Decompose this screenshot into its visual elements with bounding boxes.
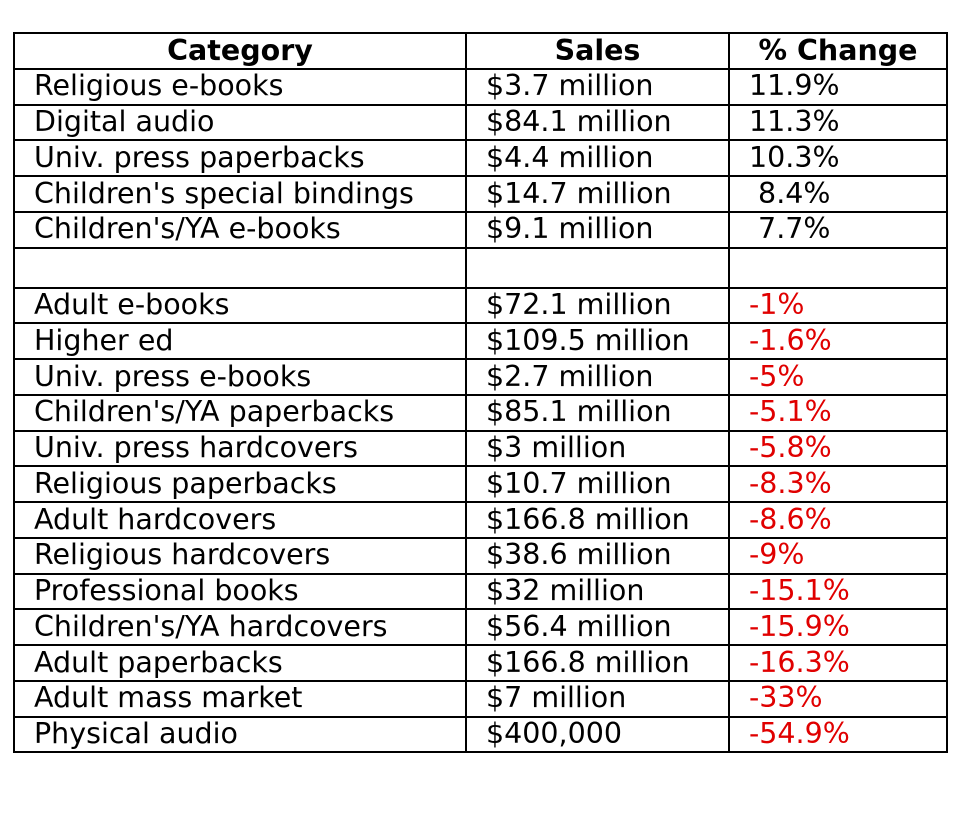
sales-cell: $2.7 million [465, 358, 730, 396]
change-cell: -16.3% [728, 644, 948, 682]
change-cell: 7.7% [728, 210, 948, 249]
category-cell: Adult mass market [13, 679, 467, 718]
change-cell: -9% [728, 536, 948, 575]
table-row: Digital audio $84.1 million 11.3% [13, 103, 948, 142]
sales-cell: $14.7 million [465, 175, 730, 213]
category-cell: Children's/YA e-books [13, 210, 467, 249]
category-cell: Higher ed [13, 322, 467, 360]
table-row: Children's special bindings $14.7 million… [13, 175, 948, 213]
sales-cell: $84.1 million [465, 103, 730, 142]
sales-cell: $109.5 million [465, 322, 730, 360]
category-cell: Religious e-books [13, 67, 467, 106]
change-cell: -5% [728, 358, 948, 396]
category-cell: Physical audio [13, 715, 467, 754]
header-sales: Sales [465, 32, 730, 70]
sales-cell: $38.6 million [465, 536, 730, 575]
sales-cell [465, 246, 730, 289]
table-row: Professional books $32 million -15.1% [13, 572, 948, 611]
change-cell: -5.8% [728, 429, 948, 468]
sales-cell: $400,000 [465, 715, 730, 754]
table-row: Religious hardcovers $38.6 million -9% [13, 536, 948, 575]
category-cell: Children's/YA paperbacks [13, 393, 467, 432]
category-cell [13, 246, 467, 289]
sales-cell: $10.7 million [465, 465, 730, 503]
table-row: Children's/YA hardcovers $56.4 million -15… [13, 608, 948, 646]
table-row: Univ. press e-books $2.7 million -5% [13, 358, 948, 396]
table-row: Adult mass market $7 million -33% [13, 679, 948, 718]
sales-cell: $72.1 million [465, 286, 730, 325]
category-cell: Religious paperbacks [13, 465, 467, 503]
sales-cell: $3.7 million [465, 67, 730, 106]
spacer-row [13, 246, 948, 289]
category-cell: Univ. press paperbacks [13, 139, 467, 177]
category-cell: Professional books [13, 572, 467, 611]
table-row: Children's/YA e-books $9.1 million 7.7% [13, 210, 948, 249]
sales-cell: $85.1 million [465, 393, 730, 432]
category-cell: Adult paperbacks [13, 644, 467, 682]
sales-cell: $32 million [465, 572, 730, 611]
category-cell: Religious hardcovers [13, 536, 467, 575]
sales-cell: $4.4 million [465, 139, 730, 177]
table-body: Religious e-books $3.7 million 11.9% Digita… [13, 67, 948, 754]
change-cell: -1.6% [728, 322, 948, 360]
table-header: Category Sales % Change [13, 32, 948, 70]
change-cell: 11.9% [728, 67, 948, 106]
sales-cell: $9.1 million [465, 210, 730, 249]
table-row: Univ. press paperbacks $4.4 million 10.3% [13, 139, 948, 177]
category-cell: Adult hardcovers [13, 501, 467, 539]
table-row: Religious e-books $3.7 million 11.9% [13, 67, 948, 106]
category-cell: Children's/YA hardcovers [13, 608, 467, 646]
sales-table: Category Sales % Change Religious e-book… [13, 32, 948, 754]
category-cell: Digital audio [13, 103, 467, 142]
sales-cell: $166.8 million [465, 644, 730, 682]
category-cell: Children's special bindings [13, 175, 467, 213]
table-row: Physical audio $400,000 -54.9% [13, 715, 948, 754]
header-change: % Change [728, 32, 948, 70]
table-row: Adult e-books $72.1 million -1% [13, 286, 948, 325]
change-cell: -15.1% [728, 572, 948, 611]
sales-cell: $7 million [465, 679, 730, 718]
table-row: Adult paperbacks $166.8 million -16.3% [13, 644, 948, 682]
category-cell: Univ. press e-books [13, 358, 467, 396]
change-cell: -15.9% [728, 608, 948, 646]
table-row: Children's/YA paperbacks $85.1 million -5.… [13, 393, 948, 432]
change-cell: 10.3% [728, 139, 948, 177]
sales-cell: $166.8 million [465, 501, 730, 539]
change-cell: -8.6% [728, 501, 948, 539]
sales-cell: $56.4 million [465, 608, 730, 646]
header-row: Category Sales % Change [13, 32, 948, 70]
change-cell: -5.1% [728, 393, 948, 432]
table-row: Adult hardcovers $166.8 million -8.6% [13, 501, 948, 539]
table-row: Higher ed $109.5 million -1.6% [13, 322, 948, 360]
sales-cell: $3 million [465, 429, 730, 468]
change-cell [728, 246, 948, 289]
table-row: Religious paperbacks $10.7 million -8.3% [13, 465, 948, 503]
change-cell: -1% [728, 286, 948, 325]
change-cell: -8.3% [728, 465, 948, 503]
change-cell: -54.9% [728, 715, 948, 754]
change-cell: -33% [728, 679, 948, 718]
change-cell: 8.4% [728, 175, 948, 213]
category-cell: Univ. press hardcovers [13, 429, 467, 468]
category-cell: Adult e-books [13, 286, 467, 325]
change-cell: 11.3% [728, 103, 948, 142]
header-category: Category [13, 32, 467, 70]
table-row: Univ. press hardcovers $3 million -5.8% [13, 429, 948, 468]
